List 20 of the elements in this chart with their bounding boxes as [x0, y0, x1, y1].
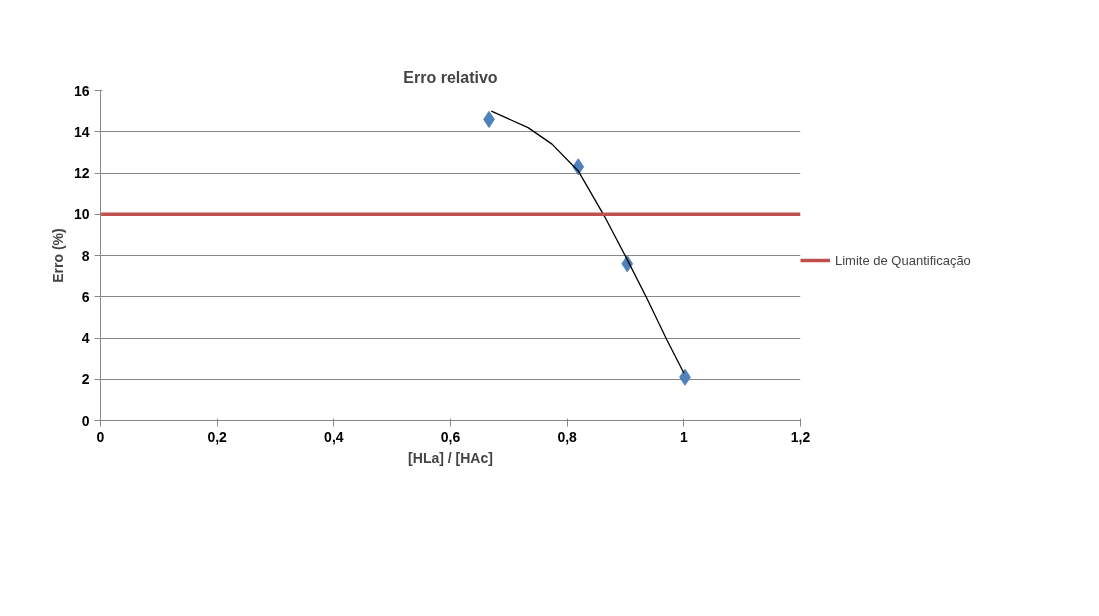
y-tick-label: 2 — [81, 371, 90, 388]
legend-label: Limite de Quantificação — [835, 252, 971, 268]
x-tick-label: 0,8 — [557, 428, 578, 445]
x-tick-label: 0 — [96, 428, 105, 445]
y-tick-label: 0 — [81, 412, 90, 429]
x-axis-title: [HLa] / [HAc] — [408, 449, 493, 466]
chart-title: Erro relativo — [403, 68, 498, 86]
x-tick-label: 0,6 — [440, 428, 461, 445]
y-tick-label: 6 — [81, 288, 90, 305]
y-tick-label: 4 — [81, 330, 90, 346]
x-tick-label: 0,2 — [207, 428, 228, 445]
y-tick-label: 12 — [73, 165, 90, 181]
x-tick-label: 1 — [679, 428, 688, 445]
y-tick-label: 10 — [73, 206, 90, 223]
y-tick-label: 16 — [73, 82, 90, 99]
y-tick-label: 14 — [73, 123, 90, 140]
y-axis-title: Erro (%) — [49, 228, 66, 283]
x-tick-label: 0,4 — [324, 428, 344, 445]
x-tick-label: 1,2 — [790, 428, 811, 445]
y-tick-label: 8 — [81, 247, 90, 264]
